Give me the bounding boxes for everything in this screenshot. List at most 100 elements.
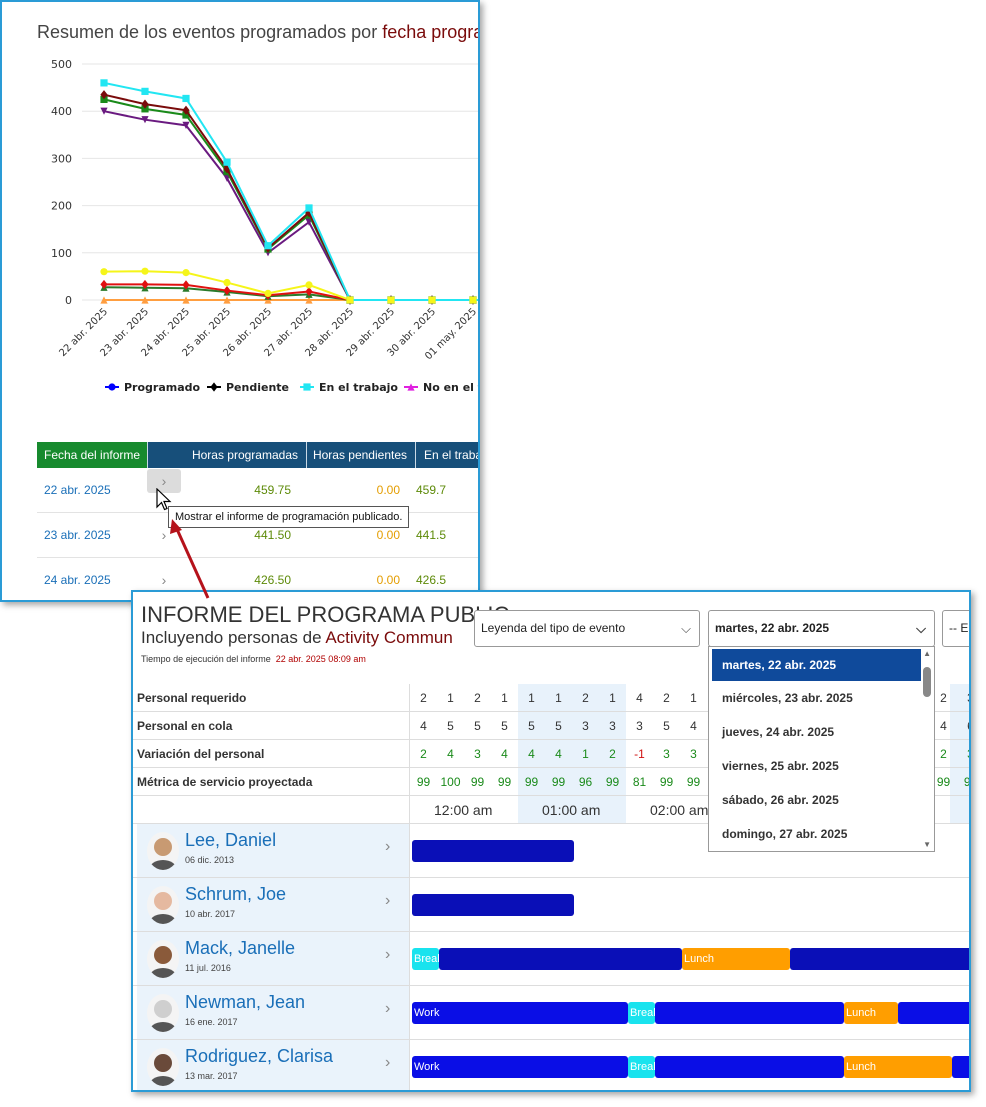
metric-value: 1 [582,747,589,761]
metric-value: 3 [957,684,969,712]
person-hire-date: 16 ene. 2017 [185,1017,238,1027]
metric-value: 99 [963,775,971,789]
person-cell[interactable]: Rodriguez, Clarisa 13 mar. 2017 › [137,1040,409,1090]
person-row: Newman, Jean 16 ene. 2017 › WorkBreak Lunch [133,986,969,1040]
sched-event-bar[interactable] [439,948,682,970]
person-name[interactable]: Mack, Janelle [185,938,296,958]
row-date-link[interactable]: 24 abr. 2025 [44,573,111,587]
data-point [182,111,190,119]
person-name[interactable]: Rodriguez, Clarisa [185,1046,334,1066]
sched-event-bar[interactable] [412,840,574,862]
date-dropdown[interactable]: martes, 22 abr. 2025 ⌵ [708,610,935,647]
break-event-bar[interactable]: Break [628,1056,655,1078]
lunch-event-bar[interactable]: Lunch [844,1056,952,1078]
chevron-right-icon[interactable]: › [385,1000,391,1017]
report-subtitle: Incluyendo personas de Activity Commun [141,628,453,647]
work-event-bar[interactable] [655,1002,844,1024]
chevron-right-icon[interactable]: › [385,1054,391,1071]
data-point [303,383,311,391]
avatar [147,886,179,924]
scrollbar-thumb[interactable] [923,667,931,697]
date-option[interactable]: sábado, 26 abr. 2025 [722,793,839,807]
header-report-date[interactable]: Fecha del informe [37,442,147,468]
chevron-down-icon: ⌵ [916,621,926,636]
date-option[interactable]: domingo, 27 abr. 2025 [722,827,848,841]
scroll-down-icon[interactable]: ▼ [923,840,931,849]
grid-divider [409,684,410,1090]
metric-value: 5 [528,719,535,733]
data-point [182,94,190,103]
metric-value: 5 [501,719,508,733]
chevron-right-icon[interactable]: › [385,892,391,909]
table-row: 23 abr. 2025 › 441.50 0.00 441.5 [37,513,478,558]
row-at-work: 426.5 [416,573,447,587]
lunch-event-bar[interactable]: Lunch [682,948,790,970]
metric-row: Personal requerido2121112142123 [133,684,969,712]
person-name[interactable]: Schrum, Joe [185,884,287,904]
data-point [100,79,108,87]
work-event-bar[interactable] [952,1056,969,1078]
chevron-right-icon[interactable]: › [147,469,181,493]
metric-value: 1 [609,691,616,705]
metric-value: 1 [528,691,535,705]
summary-panel: Resumen de los eventos programados por f… [0,0,480,602]
avatar [147,1048,179,1086]
person-cell[interactable]: Schrum, Joe 10 abr. 2017 › [137,878,409,931]
header-scheduled-hours[interactable]: Horas programadas [147,442,306,468]
break-event-bar[interactable]: Break [628,1002,655,1024]
data-point [223,158,231,166]
metric-value: 2 [940,691,947,705]
data-point [141,116,149,124]
metric-label: Personal en cola [137,719,233,733]
work-event-bar[interactable]: Work [412,1056,628,1078]
date-option[interactable]: viernes, 25 abr. 2025 [722,759,839,773]
metric-value: 3 [636,719,643,733]
data-point [100,107,108,115]
metric-value: 2 [582,691,589,705]
sched-event-bar[interactable] [412,894,574,916]
chevron-right-icon[interactable]: › [385,838,391,855]
person-cell[interactable]: Mack, Janelle 11 jul. 2016 › [137,932,409,985]
row-date-link[interactable]: 23 abr. 2025 [44,528,111,542]
event-type-legend-dropdown[interactable]: Leyenda del tipo de evento ⌵ [474,610,700,647]
data-point [305,286,313,297]
data-point [100,90,108,100]
metric-value: 5 [555,719,562,733]
row-date-link[interactable]: 22 abr. 2025 [44,483,111,497]
date-option[interactable]: martes, 22 abr. 2025 [712,649,921,681]
row-pending: 0.00 [376,573,400,587]
mouse-cursor-icon [156,488,172,511]
report-title: INFORME DEL PROGRAMA PUBLIC [141,602,510,627]
break-event-bar[interactable]: Break [412,948,439,970]
work-event-bar[interactable]: Work [412,1002,628,1024]
metric-value: 3 [957,740,969,768]
metric-value: 2 [609,747,616,761]
select-dropdown[interactable]: -- Ele [942,610,969,647]
chevron-right-icon[interactable]: › [161,572,167,588]
person-cell[interactable]: Newman, Jean 16 ene. 2017 › [137,986,409,1039]
work-event-bar[interactable] [655,1056,844,1078]
chevron-right-icon[interactable]: › [161,527,167,543]
sched-event-bar[interactable] [790,948,969,970]
data-point [264,289,272,297]
header-pending-hours[interactable]: Horas pendientes [306,442,415,468]
series-line [104,283,478,301]
date-option[interactable]: miércoles, 23 abr. 2025 [722,691,853,705]
data-point [182,121,190,129]
metric-value: 99 [659,775,674,789]
lunch-event-bar[interactable]: Lunch [844,1002,898,1024]
person-name[interactable]: Lee, Daniel [185,830,277,850]
person-row: Schrum, Joe 10 abr. 2017 › [133,878,969,932]
data-point [182,280,190,290]
scroll-up-icon[interactable]: ▲ [923,649,931,658]
person-cell[interactable]: Lee, Daniel 06 dic. 2013 › [137,824,409,877]
metric-value: 2 [420,691,427,705]
metric-value: 2 [663,691,670,705]
chevron-right-icon[interactable]: › [385,946,391,963]
date-option[interactable]: jueves, 24 abr. 2025 [722,725,835,739]
person-name[interactable]: Newman, Jean [185,992,306,1012]
header-at-work[interactable]: En el trabaj [415,442,478,468]
scrollbar[interactable]: ▲ ▼ [920,647,934,851]
person-hire-date: 10 abr. 2017 [185,909,236,919]
work-event-bar[interactable] [898,1002,969,1024]
